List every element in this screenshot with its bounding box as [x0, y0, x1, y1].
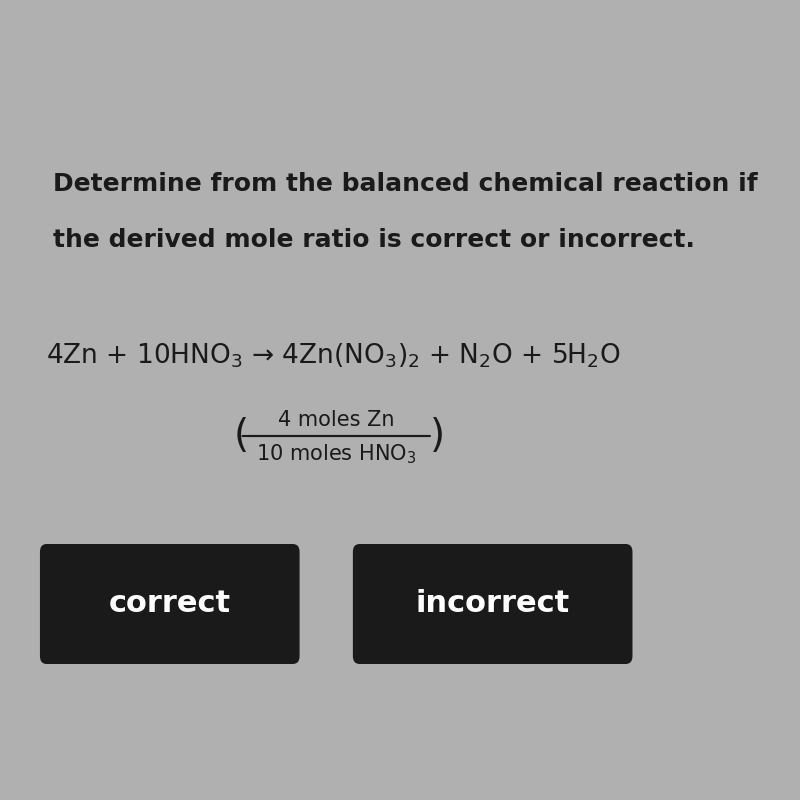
FancyBboxPatch shape — [40, 544, 299, 664]
FancyBboxPatch shape — [353, 544, 633, 664]
Text: the derived mole ratio is correct or incorrect.: the derived mole ratio is correct or inc… — [54, 228, 695, 252]
Text: incorrect: incorrect — [415, 590, 570, 618]
Text: 10 moles HNO$_3$: 10 moles HNO$_3$ — [256, 442, 417, 466]
Text: correct: correct — [109, 590, 231, 618]
Text: $)$: $)$ — [429, 417, 443, 455]
Text: 4 moles Zn: 4 moles Zn — [278, 410, 394, 430]
Text: 4Zn + 10HNO$_3$ → 4Zn(NO$_3$)$_2$ + N$_2$O + 5H$_2$O: 4Zn + 10HNO$_3$ → 4Zn(NO$_3$)$_2$ + N$_2… — [46, 342, 620, 370]
Text: Determine from the balanced chemical reaction if: Determine from the balanced chemical rea… — [54, 172, 758, 196]
Text: $($: $($ — [233, 417, 246, 455]
